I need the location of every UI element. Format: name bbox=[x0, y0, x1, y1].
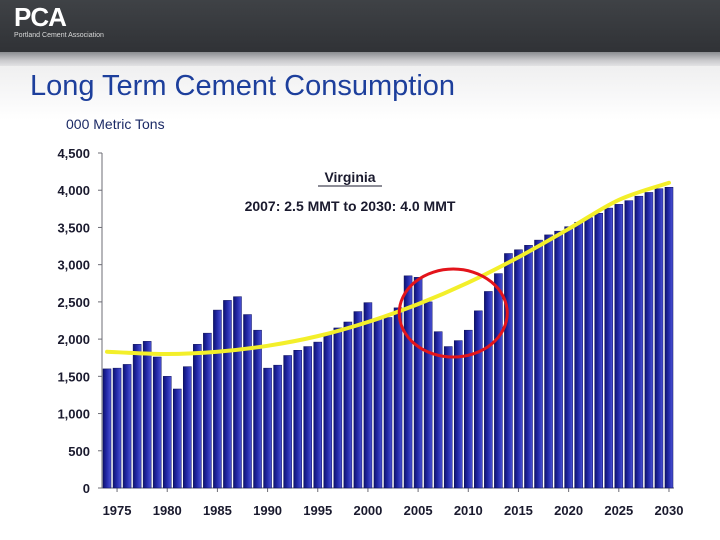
bar-1987 bbox=[233, 296, 242, 489]
y-tick-label: 1,000 bbox=[57, 407, 90, 422]
bar-1979 bbox=[152, 356, 162, 489]
slide-title: Long Term Cement Consumption bbox=[30, 70, 456, 102]
bar-1982 bbox=[183, 366, 192, 489]
y-tick-label: 500 bbox=[68, 444, 90, 459]
bar-2021 bbox=[574, 221, 583, 489]
bar-2002 bbox=[383, 317, 393, 489]
x-tick-label: 1990 bbox=[253, 503, 282, 518]
bar-2030 bbox=[664, 186, 674, 489]
y-tick-label: 4,500 bbox=[57, 146, 90, 161]
y-tick-label: 3,500 bbox=[57, 220, 90, 235]
bar-1980 bbox=[162, 376, 172, 489]
bar-1995 bbox=[313, 341, 323, 489]
bar-1983 bbox=[193, 344, 202, 489]
x-tick-label: 1975 bbox=[103, 503, 132, 518]
bar-2005 bbox=[413, 277, 423, 489]
bar-1990 bbox=[263, 367, 272, 489]
bar-2013 bbox=[494, 273, 503, 489]
header-divider bbox=[0, 52, 720, 66]
x-tick-label: 2000 bbox=[353, 503, 382, 518]
bar-1986 bbox=[223, 300, 232, 489]
bar-series bbox=[102, 186, 674, 489]
bar-1988 bbox=[243, 314, 252, 489]
bar-1996 bbox=[323, 332, 333, 489]
bar-2024 bbox=[604, 207, 614, 489]
bar-1998 bbox=[343, 321, 353, 489]
bar-2022 bbox=[584, 217, 593, 489]
x-tick-label: 2010 bbox=[454, 503, 483, 518]
bar-2014 bbox=[504, 253, 513, 489]
bar-2017 bbox=[534, 239, 543, 489]
bar-2020 bbox=[564, 226, 573, 489]
x-tick-label: 1995 bbox=[303, 503, 332, 518]
x-tick-label: 1985 bbox=[203, 503, 232, 518]
bar-2026 bbox=[624, 200, 634, 489]
bar-1981 bbox=[172, 388, 182, 489]
annotation-title: Virginia bbox=[324, 169, 375, 185]
bar-2018 bbox=[544, 234, 553, 489]
bar-2000 bbox=[363, 302, 373, 489]
bar-1976 bbox=[122, 364, 132, 489]
bar-1994 bbox=[303, 346, 312, 489]
y-tick-group: 0 500 1,000 1,500 2,000 2,500 3,000 3,500 4,000 4… bbox=[57, 146, 102, 496]
x-tick-label: 2020 bbox=[554, 503, 583, 518]
bar-1977 bbox=[132, 344, 142, 489]
bar-1985 bbox=[213, 309, 222, 489]
logo-mark: PCA bbox=[14, 2, 67, 32]
bar-1978 bbox=[142, 341, 152, 489]
y-tick-label: 3,000 bbox=[57, 258, 90, 273]
bar-2010 bbox=[464, 329, 473, 489]
x-tick-label: 2025 bbox=[604, 503, 633, 518]
bar-1992 bbox=[283, 355, 292, 489]
bar-1975 bbox=[112, 367, 122, 489]
x-tick-label: 2015 bbox=[504, 503, 533, 518]
bar-2023 bbox=[594, 213, 604, 489]
bar-2006 bbox=[423, 301, 433, 489]
bar-1999 bbox=[353, 311, 363, 489]
y-tick-label: 2,000 bbox=[57, 332, 90, 347]
bar-2011 bbox=[474, 310, 483, 489]
bar-2015 bbox=[514, 249, 523, 489]
bar-2004 bbox=[403, 275, 413, 489]
pca-logo: PCA Portland Cement Association bbox=[14, 2, 104, 40]
bar-2028 bbox=[644, 192, 654, 489]
bar-2008 bbox=[443, 346, 453, 489]
bar-1974 bbox=[102, 368, 112, 489]
bar-1997 bbox=[333, 327, 343, 489]
bar-2003 bbox=[393, 307, 403, 489]
trend-line bbox=[105, 180, 671, 357]
bar-1993 bbox=[293, 350, 302, 489]
bar-1984 bbox=[203, 332, 212, 489]
y-tick-label: 2,500 bbox=[57, 295, 90, 310]
x-tick-group: 1975 1980 1985 1990 1995 2000 2005 2010 2015 2020… bbox=[103, 488, 684, 518]
bar-2001 bbox=[373, 318, 383, 489]
y-tick-label: 1,500 bbox=[57, 369, 90, 384]
bar-2007 bbox=[433, 331, 443, 489]
y-tick-label: 4,000 bbox=[57, 183, 90, 198]
bar-1989 bbox=[253, 329, 262, 489]
bar-2009 bbox=[453, 340, 463, 489]
bar-2027 bbox=[634, 195, 644, 489]
bar-2025 bbox=[614, 204, 624, 489]
bar-2012 bbox=[484, 291, 493, 489]
bar-2016 bbox=[524, 245, 533, 489]
bar-1991 bbox=[273, 364, 282, 489]
highlight-circle bbox=[397, 267, 509, 359]
x-tick-label: 2030 bbox=[655, 503, 684, 518]
y-tick-label: 0 bbox=[83, 481, 90, 496]
annotation-subtitle: 2007: 2.5 MMT to 2030: 4.0 MMT bbox=[245, 198, 456, 214]
unit-label: 000 Metric Tons bbox=[66, 116, 165, 132]
logo-subtext: Portland Cement Association bbox=[14, 32, 104, 39]
bar-2029 bbox=[654, 188, 664, 489]
bar-2019 bbox=[554, 230, 563, 489]
x-tick-label: 1980 bbox=[153, 503, 182, 518]
header-band bbox=[0, 0, 720, 52]
x-tick-label: 2005 bbox=[404, 503, 433, 518]
